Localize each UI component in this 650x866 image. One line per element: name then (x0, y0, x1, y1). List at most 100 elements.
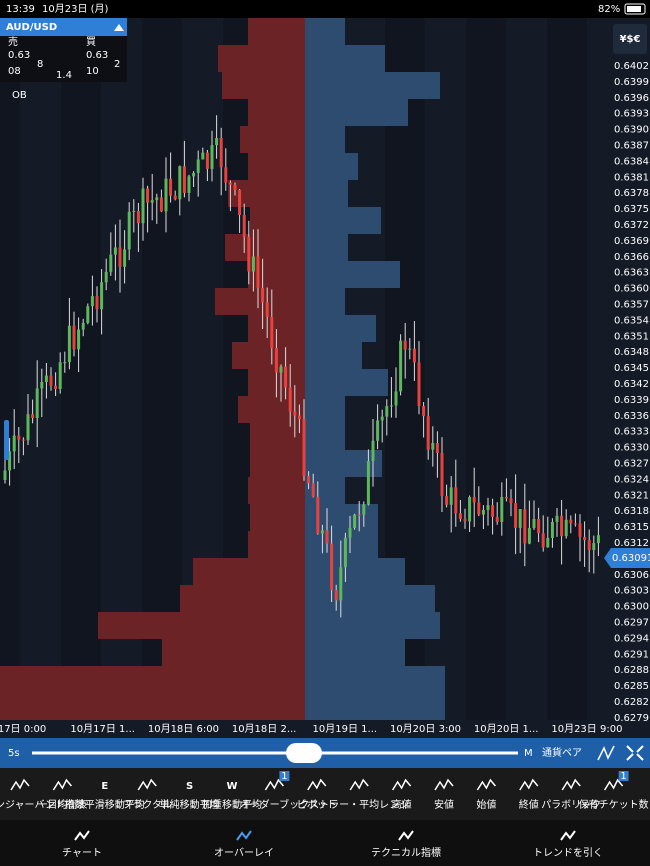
tool-icon (349, 778, 369, 791)
order-book-buy (305, 531, 378, 558)
status-bar (0, 0, 650, 18)
candle-body (242, 215, 246, 237)
price-label: 0.6363 (614, 268, 649, 279)
tab[interactable]: トレンドを引く (533, 830, 603, 859)
candle-body (17, 435, 21, 440)
candle-body (380, 416, 384, 421)
candle-body (527, 528, 531, 544)
order-book-sell (225, 234, 305, 261)
currency-button[interactable] (613, 24, 647, 54)
tab[interactable]: オーバーレイ (214, 830, 274, 859)
tool[interactable]: W 加重移動平均 (202, 781, 262, 811)
spread: 1.4 (56, 70, 72, 81)
candle-body (431, 443, 435, 450)
price-label: 0.6321 (614, 490, 649, 501)
candle-body (569, 519, 573, 524)
tool-label: 単純移動平均 (160, 798, 220, 811)
candle-body (403, 340, 407, 350)
blue-marker (4, 420, 9, 460)
tool[interactable]: 1 オーダーブック (240, 771, 309, 811)
pair-name: AUD/USD (6, 22, 57, 33)
tool-badge (618, 771, 629, 781)
pair-button[interactable]: 通貨ペア (542, 746, 582, 759)
candle-body (293, 411, 297, 416)
price-label: 0.6345 (614, 363, 649, 374)
order-book-buy (305, 639, 405, 666)
price-label: 0.6279 (614, 713, 649, 724)
candle-body (560, 515, 564, 537)
tab[interactable]: テクニカル指標 (371, 830, 441, 859)
tool[interactable]: ボリンジャーバンド (0, 778, 65, 811)
order-book-buy (305, 153, 358, 180)
candle-body (316, 496, 320, 534)
candle-body (330, 543, 334, 591)
tool[interactable]: E 指数平滑移動平均 (65, 781, 145, 811)
tool[interactable]: フラクタル (122, 778, 172, 811)
order-book-buy (305, 99, 408, 126)
tool[interactable]: 終値 (519, 778, 539, 811)
candle-body (523, 509, 527, 544)
time-label: 10月17日 1... (70, 723, 135, 735)
candle-body (270, 316, 274, 349)
time-label: 10月20日 3:00 (390, 723, 461, 735)
buy-pips[interactable]: 10 (86, 66, 99, 77)
candle-body (72, 325, 76, 350)
tool[interactable]: 一目均衡表 (37, 778, 87, 811)
candle-body (113, 247, 117, 255)
candle-body (348, 527, 352, 538)
tool-label: オーダーブック (240, 798, 309, 811)
candle-body (12, 435, 16, 452)
candle-body (159, 197, 163, 212)
order-book-buy (305, 558, 405, 585)
price-label: 0.6318 (614, 506, 649, 517)
candle-body (495, 516, 499, 522)
tool-glyph: E (101, 781, 108, 792)
tool[interactable]: ストラー・平均レンジ (309, 778, 409, 811)
candle-body (555, 515, 559, 522)
order-book-sell (232, 342, 305, 369)
candle-body (412, 348, 416, 363)
ob-label: OB (12, 90, 27, 101)
tool[interactable]: 1 保有チケット数 (579, 771, 649, 811)
candle-body (132, 210, 136, 212)
tab[interactable]: チャート (62, 830, 102, 859)
order-book-buy (305, 18, 345, 45)
tf-thumb[interactable] (286, 743, 322, 763)
tool[interactable]: 安値 (434, 778, 454, 811)
grid-band (61, 18, 101, 720)
candle-body (118, 247, 122, 267)
candle-body (546, 537, 550, 548)
tool[interactable]: ピボット (297, 778, 337, 811)
order-book-buy (305, 450, 382, 477)
candle-body (472, 497, 476, 503)
candle-body (155, 197, 159, 201)
tool-label: 終値 (519, 798, 539, 811)
order-book-sell (240, 126, 305, 153)
candle-body (201, 152, 205, 160)
tool[interactable]: S 単純移動平均 (160, 781, 220, 811)
candle-body (371, 440, 375, 462)
price-label: 0.6372 (614, 220, 649, 231)
candle-body (353, 514, 357, 528)
candle-body (215, 137, 219, 146)
pair-header[interactable] (0, 18, 127, 36)
candle-body (54, 385, 58, 390)
tool-icon (137, 778, 157, 791)
candle-body (146, 188, 150, 203)
candle-body (537, 518, 541, 534)
candle-body (104, 271, 108, 283)
status-date: 10月23日 (月) (42, 3, 109, 15)
sell-pips[interactable]: 08 (8, 66, 21, 77)
tool[interactable]: 高値 (392, 778, 412, 811)
candle-body (449, 487, 453, 505)
tool[interactable]: 始値 (476, 778, 496, 811)
candle-body (334, 590, 338, 601)
tool-label: 高値 (392, 798, 412, 811)
candle-body (288, 387, 292, 412)
price-label: 0.6339 (614, 395, 649, 406)
order-book-buy (305, 477, 345, 504)
tool[interactable]: パラボリック (541, 778, 601, 811)
sell-big: 0.63 (8, 50, 30, 61)
candle-body (35, 388, 39, 419)
order-book-buy (305, 261, 400, 288)
